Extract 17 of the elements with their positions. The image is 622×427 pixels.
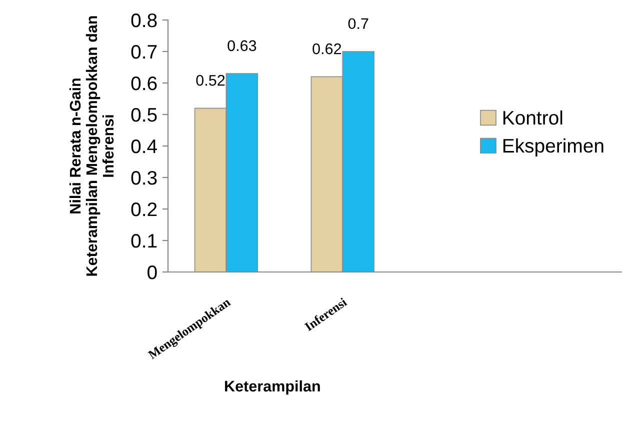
data-label: 0.52: [196, 74, 225, 86]
data-label: 0.62: [312, 43, 341, 54]
y-tick-label: 0.7: [131, 44, 157, 59]
x-axis-title: Keterampilan: [225, 380, 320, 395]
legend-label: Kontrol: [503, 110, 562, 125]
y-tick-label: 0.4: [131, 139, 158, 154]
y-tick-label: 0.1: [131, 234, 157, 248]
data-label: 0.7: [348, 18, 368, 30]
y-tick-label: 0: [148, 265, 157, 280]
data-label: 0.63: [228, 40, 256, 52]
y-tick-label: 0.3: [131, 170, 157, 185]
y-tick-label: 0.2: [131, 202, 157, 216]
y-tick-label: 0.8: [131, 13, 157, 28]
y-tick-label: 0.6: [131, 76, 157, 90]
legend-label: Eksperimen: [503, 138, 604, 156]
y-axis-title: Nilai Rerata n-Gain Keterampilan Mengelompokkan dan Inferensi: [69, 16, 114, 276]
y-tick-label: 0.5: [131, 108, 157, 122]
